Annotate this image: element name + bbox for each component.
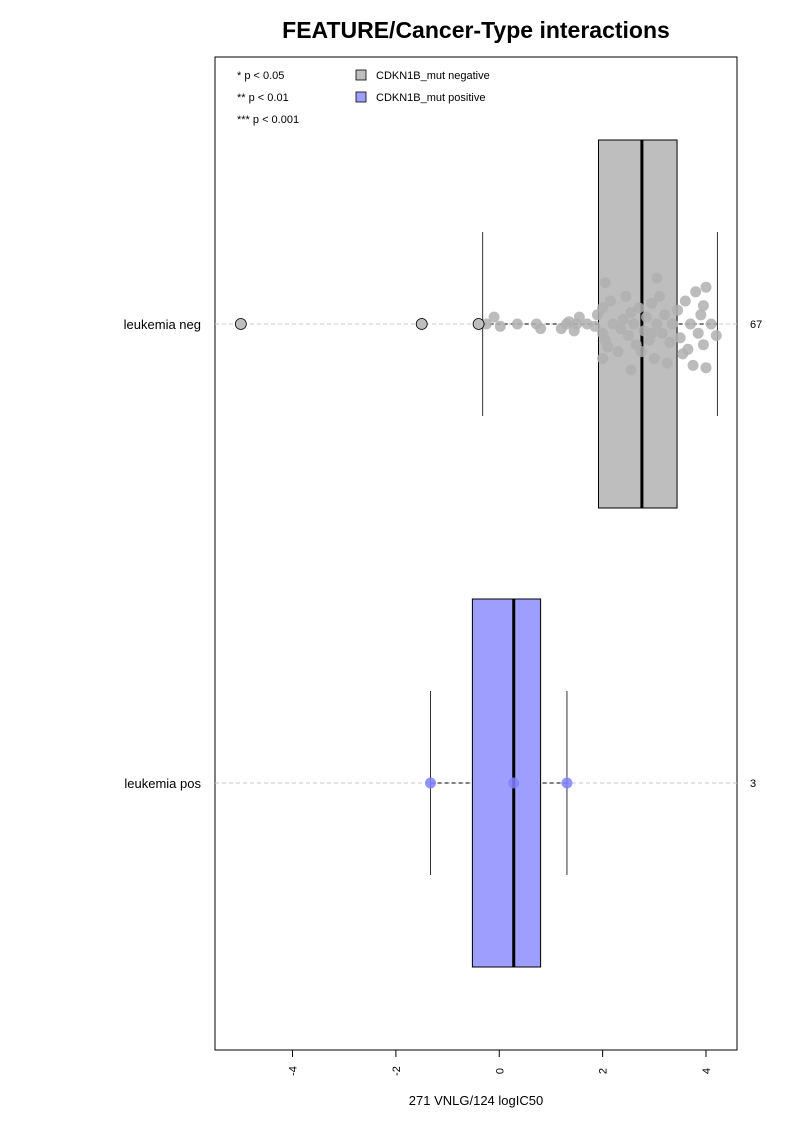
data-point xyxy=(648,353,660,364)
legend-swatch xyxy=(355,69,367,81)
data-point xyxy=(682,343,694,355)
data-point xyxy=(697,300,709,312)
data-point xyxy=(597,353,609,364)
data-point xyxy=(573,311,585,323)
data-point xyxy=(690,286,702,298)
x-axis-label: 271 VNLG/124 logIC50 xyxy=(409,1093,543,1108)
data-point xyxy=(664,336,676,348)
x-tick-label: 2 xyxy=(598,1068,610,1074)
data-point xyxy=(602,341,614,353)
data-point xyxy=(599,277,611,289)
data-point xyxy=(561,777,573,789)
x-tick-label: -2 xyxy=(391,1066,403,1076)
data-point xyxy=(646,297,658,309)
data-point xyxy=(687,359,699,371)
data-point xyxy=(697,339,709,351)
data-point xyxy=(604,295,616,307)
data-point xyxy=(659,309,671,321)
data-point xyxy=(700,281,712,293)
chart-title: FEATURE/Cancer-Type interactions xyxy=(282,17,670,43)
data-point xyxy=(589,320,601,332)
sig-legend-item: * p < 0.05 xyxy=(237,70,284,82)
data-points xyxy=(234,272,722,376)
data-point xyxy=(710,330,722,341)
data-point xyxy=(597,302,609,314)
data-point xyxy=(646,327,658,339)
box-group: leukemia neg 67 xyxy=(124,139,762,509)
outlier-point xyxy=(472,318,485,330)
data-point xyxy=(653,290,665,302)
sig-legend-item: *** p < 0.001 xyxy=(237,114,299,126)
x-tick-label: 0 xyxy=(494,1068,506,1074)
data-point xyxy=(651,272,663,284)
data-point xyxy=(633,302,645,314)
data-point xyxy=(494,320,506,332)
x-axis: -4 -2 0 2 4 xyxy=(288,1049,713,1076)
data-point xyxy=(656,327,668,339)
outlier-point xyxy=(234,318,247,330)
data-point xyxy=(617,313,629,325)
data-point xyxy=(661,357,673,369)
legend-label: CDKN1B_mut negative xyxy=(376,70,490,82)
box xyxy=(471,598,542,968)
data-point xyxy=(625,364,637,376)
data-point xyxy=(635,346,647,358)
count-label: 3 xyxy=(750,778,756,790)
data-point xyxy=(641,311,653,323)
category-label: leukemia pos xyxy=(124,776,201,791)
count-label: 67 xyxy=(750,319,762,331)
data-point xyxy=(628,318,640,330)
data-point xyxy=(425,777,437,789)
significance-legend: * p < 0.05 ** p < 0.01 *** p < 0.001 xyxy=(237,70,299,126)
data-point xyxy=(695,309,707,321)
data-point xyxy=(674,332,686,344)
data-point xyxy=(651,318,663,330)
data-point xyxy=(700,362,712,374)
data-points xyxy=(425,777,573,789)
data-point xyxy=(488,311,500,323)
data-point xyxy=(684,318,696,330)
data-point xyxy=(620,290,632,302)
sig-legend-item: ** p < 0.01 xyxy=(237,92,289,104)
box-group: leukemia pos 3 xyxy=(124,598,756,968)
x-tick-label: 4 xyxy=(701,1068,713,1074)
data-point xyxy=(508,777,520,789)
data-point xyxy=(672,304,684,316)
data-point xyxy=(679,295,691,307)
data-point xyxy=(535,323,547,335)
data-point xyxy=(692,327,704,339)
data-point xyxy=(511,318,523,330)
data-point xyxy=(622,330,634,341)
legend-label: CDKN1B_mut positive xyxy=(376,92,485,104)
x-tick-label: -4 xyxy=(288,1066,300,1076)
data-point xyxy=(705,318,717,330)
legend-swatch xyxy=(355,91,367,103)
legend: CDKN1B_mut negative CDKN1B_mut positive xyxy=(355,69,490,104)
data-point xyxy=(666,318,678,330)
data-point xyxy=(615,323,627,335)
outlier-point xyxy=(415,318,428,330)
category-label: leukemia neg xyxy=(124,317,201,332)
data-point xyxy=(612,346,624,358)
